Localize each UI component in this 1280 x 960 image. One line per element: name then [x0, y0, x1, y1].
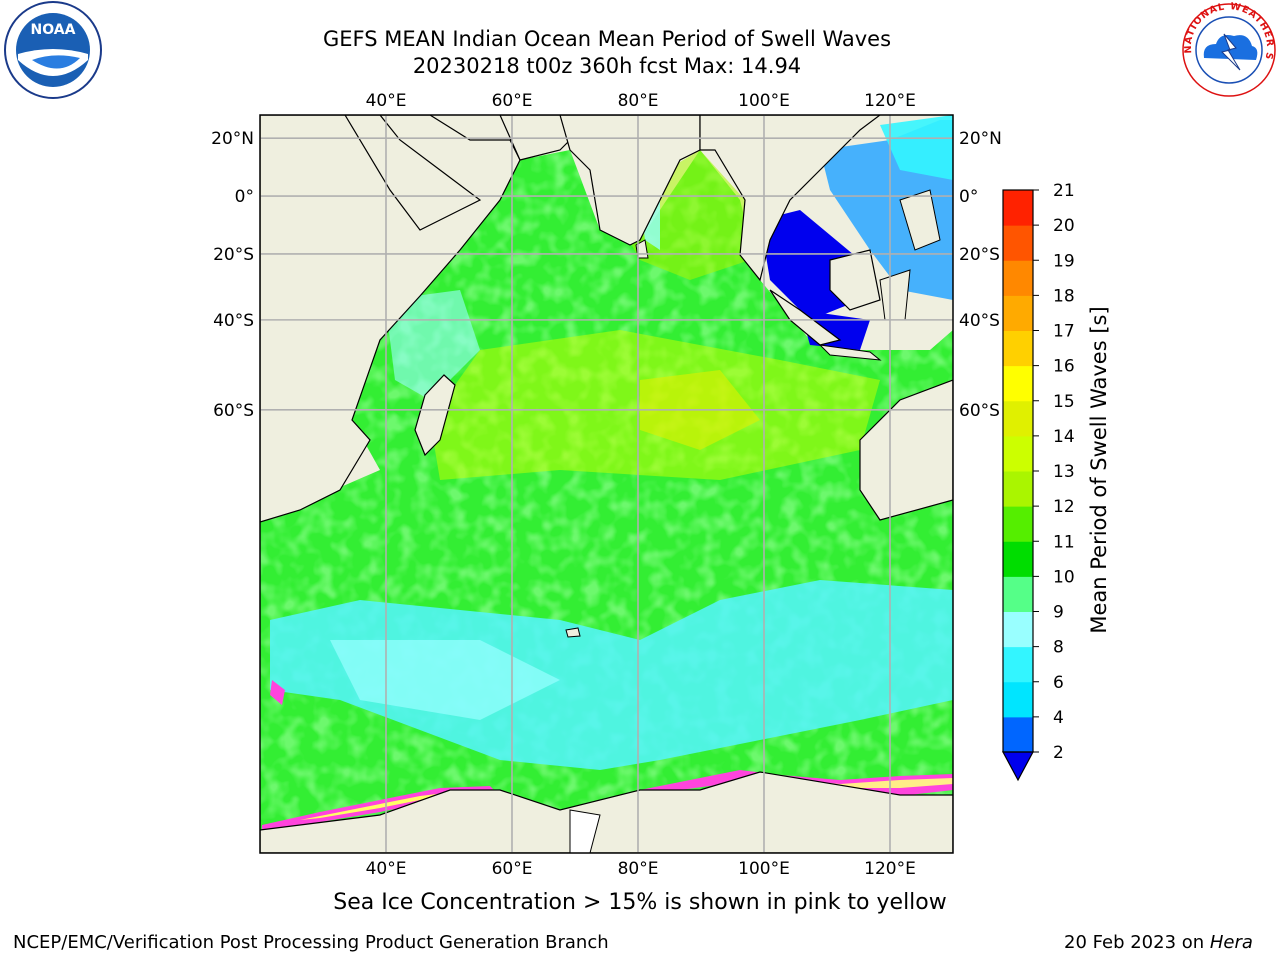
sea-ice-edge-spot	[270, 680, 285, 705]
colorbar-segment-11	[1003, 330, 1033, 367]
java	[818, 344, 882, 361]
colorbar-segment-10	[1003, 365, 1033, 402]
colorbar-segment-5	[1003, 541, 1033, 577]
colorbar-label: Mean Period of Swell Waves [s]	[1087, 306, 1111, 633]
chart-title: GEFS MEAN Indian Ocean Mean Period of Sw…	[322, 27, 892, 51]
swell-region-southern-pale	[330, 640, 560, 720]
colorbar-tick-label-13: 18	[1053, 286, 1075, 306]
colorbar-segment-15	[1003, 190, 1033, 226]
colorbar-tick-label-10: 15	[1053, 392, 1075, 412]
footer-date-text: 20 Feb 2023 on	[1064, 932, 1210, 953]
india	[559, 115, 701, 246]
madagascar	[414, 374, 456, 457]
nws-logo: NATIONAL WEATHER SERVICE	[1178, 0, 1276, 97]
lat-label-left-1: 0°	[235, 187, 254, 207]
colorbar-segment-6	[1003, 506, 1033, 542]
australia	[859, 379, 953, 521]
lon-label-top-0: 40°E	[366, 91, 407, 111]
lat-label-left-2: 20°S	[213, 245, 254, 265]
lat-label-left-0: 20°N	[211, 129, 254, 149]
lat-labels-left: 20°N 0° 20°S 40°S 60°S	[211, 129, 254, 421]
lon-labels-top: 40°E 60°E 80°E 100°E 120°E	[366, 91, 916, 111]
borneo	[829, 249, 881, 311]
chart-subtitle: 20230218 t00z 360h fcst Max: 14.94	[412, 54, 802, 78]
swell-region-pacific-north	[880, 115, 953, 180]
colorbar: 2 4 6 8 9 10 11 12 13 14 15 16 17 18 19 20 21	[1001, 181, 1075, 782]
lat-label-right-3: 40°S	[959, 311, 1000, 331]
lon-label-bottom-1: 60°E	[492, 859, 533, 879]
lat-label-right-2: 20°S	[959, 245, 1000, 265]
kerguelen	[565, 627, 581, 638]
lat-label-right-4: 60°S	[959, 401, 1000, 421]
colorbar-tick-label-6: 11	[1053, 532, 1075, 552]
map-frame	[259, 114, 954, 854]
colorbar-tick-label-4: 9	[1053, 603, 1064, 623]
lat-label-left-4: 60°S	[213, 401, 254, 421]
lat-label-right-1: 0°	[959, 187, 978, 207]
footer-credit: NCEP/EMC/Verification Post Processing Pr…	[13, 932, 609, 953]
lon-label-bottom-2: 80°E	[618, 859, 659, 879]
africa-arabia	[260, 115, 521, 523]
colorbar-segment-2	[1003, 646, 1033, 683]
lat-labels-right: 20°N 0° 20°S 40°S 60°S	[959, 129, 1002, 421]
philippines	[899, 189, 941, 251]
lon-labels-bottom: 40°E 60°E 80°E 100°E 120°E	[366, 859, 916, 879]
colorbar-tick-label-7: 12	[1053, 497, 1075, 517]
lon-label-top-4: 120°E	[864, 91, 916, 111]
colorbar-tick-label-5: 10	[1053, 567, 1075, 587]
lon-label-bottom-3: 100°E	[738, 859, 790, 879]
lon-label-top-2: 80°E	[618, 91, 659, 111]
swell-region-madagascar-north	[385, 290, 480, 400]
colorbar-tick-label-16: 21	[1053, 181, 1075, 201]
footer-host: Hera	[1209, 932, 1253, 953]
colorbar-segment-14	[1003, 225, 1033, 261]
sea-ice-note: Sea Ice Concentration > 15% is shown in …	[333, 890, 947, 915]
colorbar-tick-label-15: 20	[1053, 216, 1075, 236]
lat-label-left-3: 40°S	[213, 311, 254, 331]
map-area	[260, 115, 953, 853]
colorbar-segment-7	[1003, 471, 1033, 507]
footer-date: 20 Feb 2023 on Hera	[1064, 932, 1253, 953]
southeast-asia	[699, 115, 881, 282]
colorbar-segment-13	[1003, 260, 1033, 296]
colorbar-tick-label-8: 13	[1053, 462, 1075, 482]
colorbar-tick-label-11: 16	[1053, 357, 1075, 377]
colorbar-tick-label-3: 8	[1053, 638, 1064, 658]
colorbar-segment-4	[1003, 576, 1033, 612]
lon-label-top-1: 60°E	[492, 91, 533, 111]
noaa-logo: NOAA	[4, 1, 102, 99]
sea-ice-east-yellow	[760, 775, 953, 788]
colorbar-tick-label-2: 6	[1053, 673, 1064, 693]
lat-label-right-0: 20°N	[959, 129, 1002, 149]
colorbar-tick-label-9: 14	[1053, 427, 1075, 447]
lon-label-top-3: 100°E	[738, 91, 790, 111]
colorbar-under-triangle	[1001, 751, 1035, 782]
noaa-logo-text: NOAA	[31, 22, 76, 38]
lon-label-bottom-0: 40°E	[366, 859, 407, 879]
colorbar-segment-1	[1003, 681, 1033, 718]
lon-label-bottom-4: 120°E	[864, 859, 916, 879]
colorbar-segment-8	[1003, 435, 1033, 472]
colorbar-tick-label-12: 17	[1053, 322, 1075, 342]
sumatra	[769, 289, 842, 346]
colorbar-tick-label-1: 4	[1053, 708, 1064, 728]
antarctica	[260, 771, 953, 853]
colorbar-segment-9	[1003, 400, 1033, 437]
colorbar-tick-label-14: 19	[1053, 251, 1075, 271]
colorbar-tick-label-0: 2	[1053, 743, 1064, 763]
colorbar-segment-12	[1003, 295, 1033, 331]
colorbar-segment-3	[1003, 611, 1033, 648]
ice-shelf	[569, 809, 601, 853]
graticule	[260, 115, 953, 853]
colorbar-segment-0	[1003, 716, 1033, 753]
swell-region-southern-ocean	[270, 580, 953, 770]
